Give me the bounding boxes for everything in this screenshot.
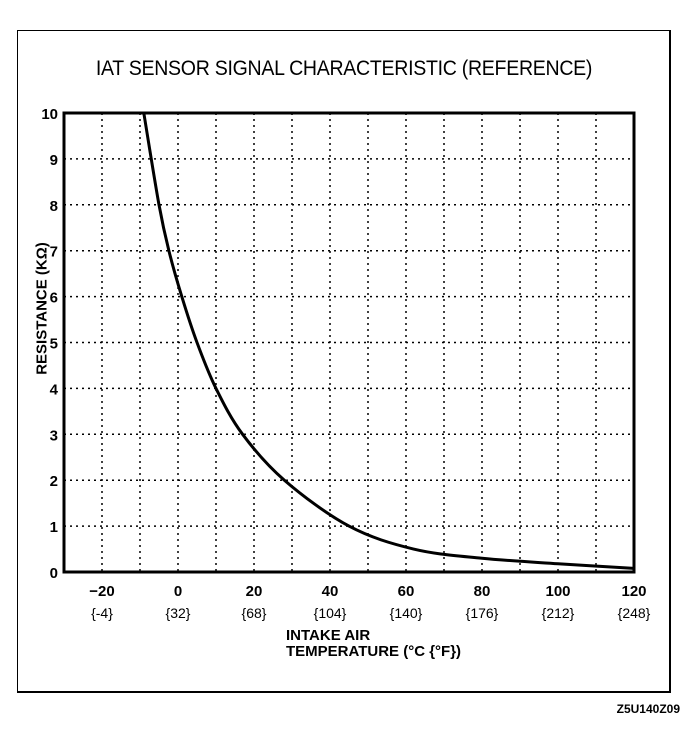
y-tick-label: 10: [41, 106, 58, 123]
plot-border: [62, 111, 636, 574]
x-tick-label: 120: [621, 583, 646, 600]
x-tick-label: 80: [474, 583, 491, 600]
x-tick-label-fahrenheit: {104}: [314, 605, 347, 621]
x-tick-label: 40: [322, 583, 339, 600]
series-line: [142, 112, 635, 570]
x-axis-label-line2: TEMPERATURE (°C {°F}): [286, 643, 462, 660]
y-tick-label: 0: [50, 565, 58, 582]
x-tick-label-fahrenheit: {140}: [390, 605, 423, 621]
x-tick-label-fahrenheit: {68}: [242, 605, 267, 621]
x-tick-label-fahrenheit: {212}: [542, 605, 575, 621]
x-tick-label-fahrenheit: {-4}: [91, 605, 113, 621]
y-tick-label: 9: [50, 152, 58, 169]
y-tick-label: 4: [50, 381, 59, 398]
y-tick-label: 1: [50, 519, 58, 536]
y-tick-label: 8: [50, 198, 58, 215]
figure-code: Z5U140Z09: [616, 702, 680, 716]
x-tick-label-fahrenheit: {176}: [466, 605, 499, 621]
y-tick-label: 2: [50, 473, 58, 490]
x-axis-label-line1: INTAKE AIR: [286, 627, 371, 644]
y-tick-label: 7: [50, 244, 58, 261]
x-tick-label: −20: [89, 583, 114, 600]
y-tick-label: 5: [50, 336, 58, 353]
y-tick-label: 6: [50, 290, 58, 307]
x-tick-label-fahrenheit: {248}: [618, 605, 651, 621]
x-tick-label: 100: [545, 583, 570, 600]
figure-frame: [17, 30, 671, 693]
x-axis-label: INTAKE AIR TEMPERATURE (°C {°F}): [286, 628, 461, 660]
x-tick-label: 60: [398, 583, 415, 600]
x-tick-label: 20: [246, 583, 263, 600]
y-tick-label: 3: [50, 427, 58, 444]
chart-title: IAT SENSOR SIGNAL CHARACTERISTIC (REFERE…: [95, 57, 593, 80]
y-axis-label: RESISTANCE (KΩ): [33, 242, 51, 375]
x-tick-label: 0: [174, 583, 182, 600]
x-tick-label-fahrenheit: {32}: [166, 605, 191, 621]
